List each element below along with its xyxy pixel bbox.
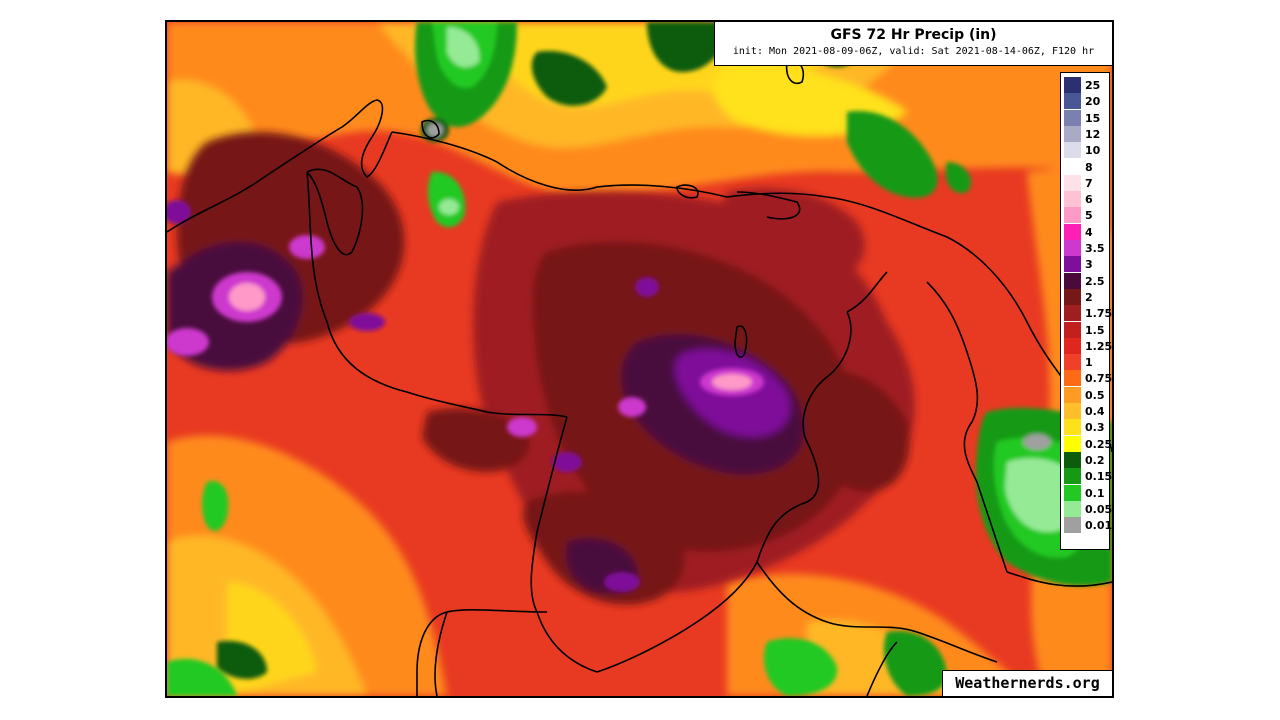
legend-label: 1.75 — [1085, 307, 1113, 321]
legend-swatch — [1064, 533, 1081, 550]
legend-label: 6 — [1085, 193, 1093, 207]
legend-swatch — [1064, 191, 1081, 208]
legend-label: 0.25 — [1085, 437, 1113, 451]
legend-label: 1.5 — [1085, 323, 1105, 337]
legend-row: 0.2 — [1064, 451, 1110, 468]
legend-row: 0.25 — [1064, 435, 1113, 452]
legend-row: 0.75 — [1064, 370, 1113, 387]
legend-swatch — [1064, 125, 1081, 142]
legend-row: 0.4 — [1064, 403, 1110, 419]
precipitation-map — [167, 22, 1112, 696]
legend-swatch — [1064, 321, 1081, 338]
legend-swatch — [1064, 517, 1081, 534]
legend-swatch — [1064, 272, 1081, 289]
legend-swatch — [1064, 370, 1081, 387]
legend-row: 2.5 — [1064, 272, 1110, 289]
legend-label: 2.5 — [1085, 274, 1105, 288]
map-title-box: GFS 72 Hr Precip (in) init: Mon 2021-08-… — [714, 22, 1112, 66]
legend-row: 2 — [1064, 288, 1110, 305]
legend-label: 25 — [1085, 79, 1101, 92]
legend-label: 0.01 — [1085, 519, 1113, 533]
legend-label: 1 — [1085, 356, 1093, 370]
legend-label: 0.75 — [1085, 372, 1113, 386]
legend-row: 8 — [1064, 158, 1110, 175]
legend-swatch — [1064, 500, 1081, 517]
legend-label: 12 — [1085, 127, 1101, 141]
legend-row: 1.5 — [1064, 321, 1110, 338]
legend-swatch — [1064, 435, 1081, 452]
legend-label: 7 — [1085, 176, 1093, 190]
legend-label: 1.25 — [1085, 339, 1113, 353]
legend-swatch — [1064, 354, 1081, 371]
legend-swatch — [1064, 174, 1081, 191]
legend-label: 10 — [1085, 144, 1101, 158]
legend-row: 1.25 — [1064, 337, 1113, 354]
legend-row: 5 — [1064, 207, 1110, 224]
legend-row: 0.1 — [1064, 484, 1110, 501]
legend-row: 0.01 — [1064, 517, 1113, 534]
legend-swatch — [1064, 207, 1081, 224]
legend-label: 3 — [1085, 258, 1093, 272]
legend-row: 1 — [1064, 354, 1110, 371]
legend-label: 0.2 — [1085, 453, 1105, 467]
legend-swatch — [1064, 77, 1081, 93]
legend-swatch — [1064, 109, 1081, 126]
legend-label: 0.1 — [1085, 486, 1105, 500]
legend-row: 20 — [1064, 93, 1110, 110]
legend-swatch — [1064, 142, 1081, 159]
credit-label: Weathernerds.org — [942, 670, 1112, 696]
legend-swatch — [1064, 240, 1081, 256]
legend-row: 0.5 — [1064, 386, 1110, 403]
legend-row: 10 — [1064, 142, 1110, 159]
legend-row: 4 — [1064, 223, 1110, 240]
legend-swatch — [1064, 305, 1081, 322]
legend-swatch — [1064, 484, 1081, 501]
legend-label: 8 — [1085, 160, 1093, 174]
legend-label: 20 — [1085, 95, 1101, 109]
legend-row: 0.3 — [1064, 419, 1110, 436]
legend-label: 4 — [1085, 225, 1093, 239]
legend-swatch — [1064, 451, 1081, 468]
legend-row: 7 — [1064, 174, 1110, 191]
legend-label: 0.15 — [1085, 470, 1113, 484]
legend-swatch — [1064, 288, 1081, 305]
legend-row: 3 — [1064, 256, 1110, 273]
legend-label: 2 — [1085, 290, 1093, 304]
legend-row: 6 — [1064, 191, 1110, 208]
legend-label: 0.05 — [1085, 502, 1113, 516]
legend-row — [1064, 533, 1110, 550]
precip-legend: 25 20 15 12 10 8 7 6 5 4 3.5 3 2.5 2 1.75 1.5 1.25 1 0.75 0… — [1060, 72, 1113, 550]
map-title: GFS 72 Hr Precip (in) — [830, 27, 997, 43]
legend-swatch — [1064, 403, 1081, 419]
legend-swatch — [1064, 158, 1081, 175]
precip-map-panel: GFS 72 Hr Precip (in) init: Mon 2021-08-… — [165, 20, 1114, 698]
legend-row: 15 — [1064, 109, 1110, 126]
legend-swatch — [1064, 419, 1081, 436]
legend-label: 5 — [1085, 209, 1093, 223]
legend-swatch — [1064, 93, 1081, 110]
legend-row: 0.15 — [1064, 468, 1113, 485]
legend-label: 0.4 — [1085, 405, 1105, 418]
precip-extreme-contours — [167, 200, 764, 592]
legend-swatch — [1064, 386, 1081, 403]
map-subtitle: init: Mon 2021-08-09-06Z, valid: Sat 202… — [732, 46, 1095, 57]
legend-swatch — [1064, 256, 1081, 273]
legend-label: 0.5 — [1085, 388, 1105, 402]
country-borders — [167, 60, 1112, 696]
legend-row: 25 — [1064, 77, 1110, 93]
legend-swatch — [1064, 468, 1081, 485]
legend-label: 3.5 — [1085, 242, 1105, 255]
legend-row: 12 — [1064, 125, 1110, 142]
legend-swatch — [1064, 337, 1081, 354]
legend-row: 3.5 — [1064, 240, 1110, 256]
legend-label: 15 — [1085, 111, 1101, 125]
legend-row: 1.75 — [1064, 305, 1113, 322]
legend-row: 0.05 — [1064, 500, 1113, 517]
legend-swatch — [1064, 223, 1081, 240]
legend-label: 0.3 — [1085, 421, 1105, 435]
